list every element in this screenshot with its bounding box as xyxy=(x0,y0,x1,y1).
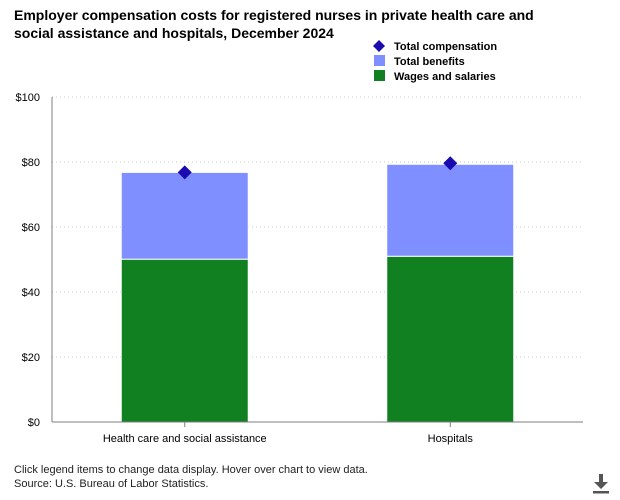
legend-symbol xyxy=(374,70,385,81)
x-axis: Health care and social assistance Hospita… xyxy=(52,421,583,445)
legend-symbol xyxy=(374,55,385,66)
markers xyxy=(177,156,458,180)
footer-instructions: Click legend items to change data displa… xyxy=(14,464,368,476)
legend-label: Total benefits xyxy=(394,56,465,68)
y-tick-label: $80 xyxy=(22,157,40,169)
y-tick-label: $20 xyxy=(22,352,40,364)
footer: Click legend items to change data displa… xyxy=(14,463,368,491)
marker-total-compensation-hospitals[interactable] xyxy=(443,156,458,171)
bar-wages-and-salaries-health-care-and-social-assistance[interactable] xyxy=(120,258,249,423)
bar-wages-and-salaries-hospitals[interactable] xyxy=(386,255,515,423)
chart-title: Employer compensation costs for register… xyxy=(14,7,534,41)
x-tick-label: Health care and social assistance xyxy=(103,433,267,445)
legend: Total compensation Total benefits Wages an… xyxy=(373,40,497,83)
x-tick-label: Hospitals xyxy=(428,433,474,445)
y-tick-label: $0 xyxy=(28,417,40,429)
bars xyxy=(120,163,515,423)
download-icon[interactable] xyxy=(591,472,611,494)
legend-item-wages-and-salaries[interactable]: Wages and salaries xyxy=(374,70,496,83)
y-tick-label: $100 xyxy=(16,92,40,104)
legend-symbol xyxy=(373,40,385,52)
bar-total-benefits-hospitals[interactable] xyxy=(386,163,515,257)
marker-total-compensation-health-care-and-social-assistance[interactable] xyxy=(177,165,192,180)
chart: Total compensation Total benefits Wages an… xyxy=(16,40,583,445)
legend-item-total-benefits[interactable]: Total benefits xyxy=(374,55,465,68)
y-tick-label: $60 xyxy=(22,222,40,234)
legend-label: Wages and salaries xyxy=(394,71,496,83)
legend-item-total-compensation[interactable]: Total compensation xyxy=(373,40,497,53)
bar-total-benefits-health-care-and-social-assistance[interactable] xyxy=(120,171,249,260)
footer-source: Source: U.S. Bureau of Labor Statistics. xyxy=(14,478,209,490)
y-tick-label: $40 xyxy=(22,287,40,299)
legend-label: Total compensation xyxy=(394,41,497,53)
y-axis: $0 $20 $40 $60 $80 $100 xyxy=(16,92,53,429)
